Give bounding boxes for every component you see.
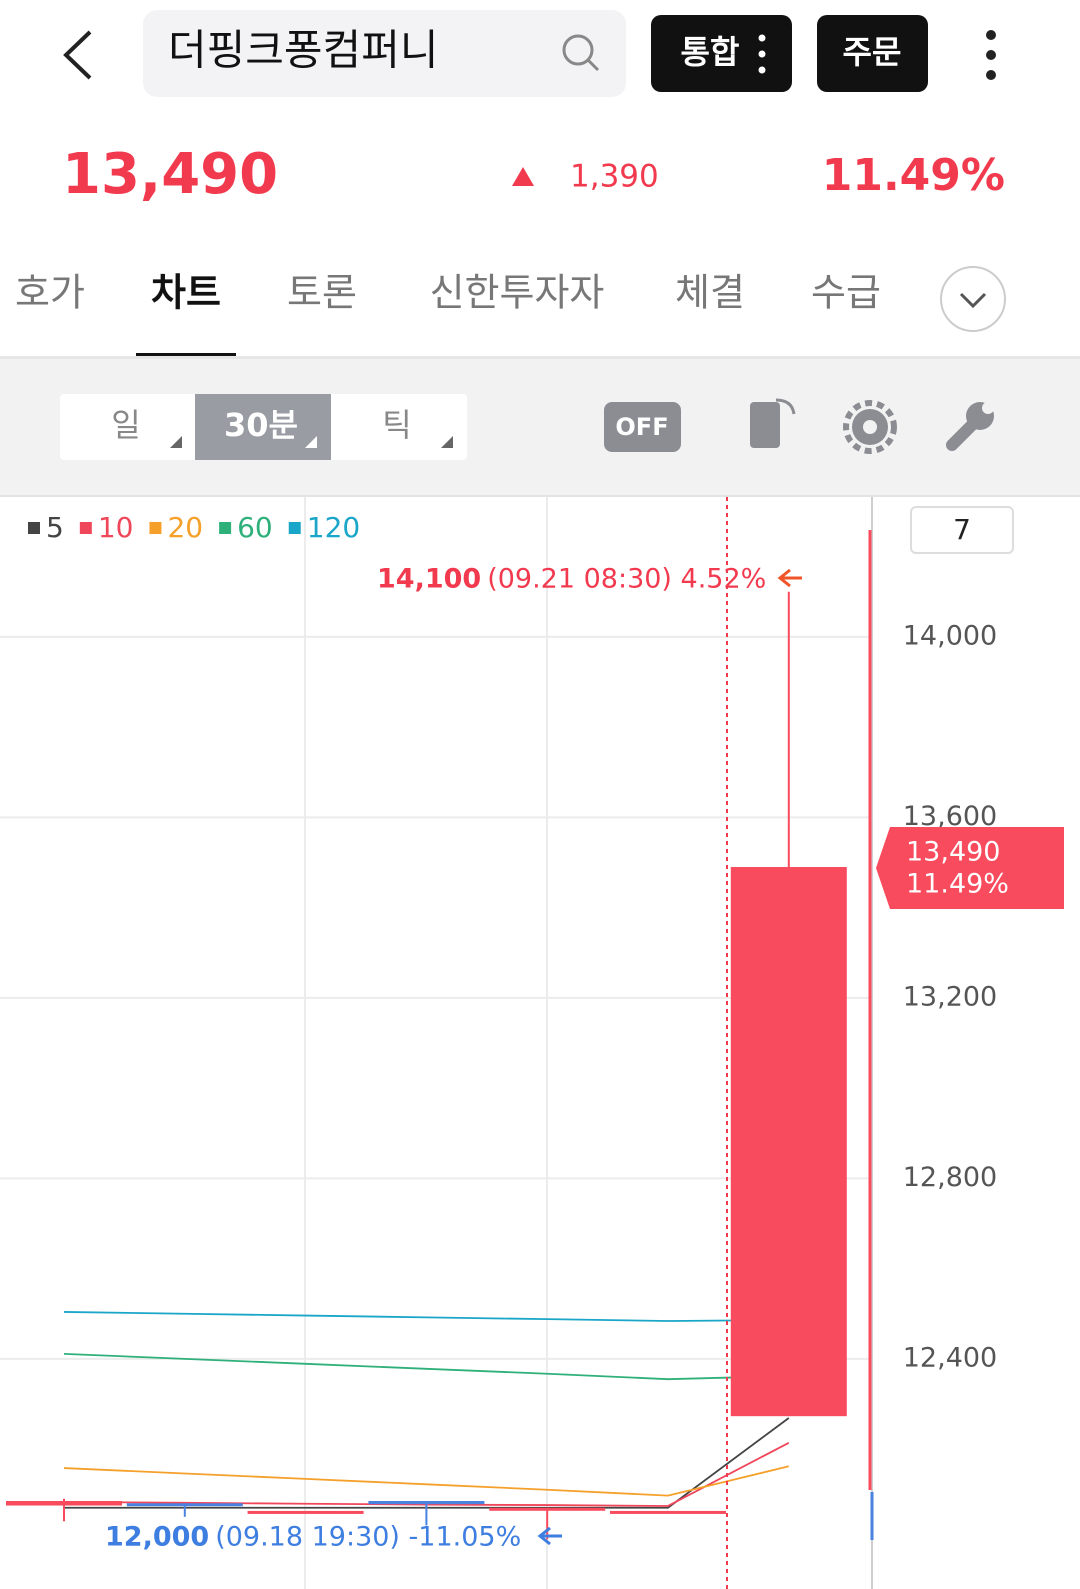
order-button[interactable] <box>817 15 928 92</box>
candle-body <box>730 867 847 1417</box>
y-tick-label: 13,200 <box>903 981 997 1012</box>
legend-label: 120 <box>307 511 360 544</box>
tab-expand[interactable] <box>940 266 1006 332</box>
candle-body <box>6 1501 122 1506</box>
arrow <box>537 1526 562 1546</box>
tab[interactable]: 토론 <box>287 271 357 315</box>
button-label: 주문 <box>843 33 902 71</box>
tab[interactable]: 호가 <box>15 271 85 315</box>
tab[interactable]: 신한투자자 <box>430 271 605 315</box>
icon <box>758 66 766 74</box>
search-icon <box>562 34 594 66</box>
search-icon <box>586 58 600 72</box>
tab[interactable]: 차트 <box>151 271 221 315</box>
price-tag-rate: 11.49% <box>906 869 1009 900</box>
moving-average <box>63 1442 790 1507</box>
y-tick-label: 14,000 <box>903 620 997 651</box>
candle-body <box>126 1503 243 1507</box>
count: 7 <box>953 513 971 546</box>
back-button[interactable] <box>63 30 92 80</box>
tab[interactable]: 수급 <box>811 271 881 315</box>
arrow <box>777 568 802 588</box>
price-tag-value: 13,490 <box>906 837 1000 868</box>
tab[interactable]: 체결 <box>675 271 745 315</box>
moving-average <box>63 1465 790 1497</box>
icon <box>758 50 766 58</box>
divider <box>0 495 1080 497</box>
dropdown-icon <box>305 436 317 448</box>
period[interactable]: 30분 <box>224 406 298 444</box>
rotate-icon[interactable] <box>750 398 796 448</box>
legend-swatch <box>28 522 40 534</box>
moving-average <box>63 1311 789 1322</box>
candle-body <box>489 1507 606 1511</box>
rate: 11.49% <box>822 150 1005 201</box>
candle-body <box>247 1510 364 1514</box>
moving-average <box>63 1353 789 1381</box>
period[interactable]: 틱 <box>382 406 411 444</box>
high-price: 14,100 <box>377 564 481 595</box>
legend-swatch <box>149 522 162 534</box>
icon <box>758 34 766 42</box>
period-active <box>195 394 331 460</box>
low-detail: (09.18 19:30) -11.05% <box>215 1522 521 1553</box>
integrated-button[interactable] <box>651 15 792 92</box>
toggle[interactable] <box>604 402 681 452</box>
price-tag <box>876 827 1064 910</box>
legend-swatch <box>288 522 301 534</box>
legend-swatch <box>79 522 92 534</box>
up-icon <box>512 167 534 186</box>
low-price: 12,000 <box>105 1522 209 1553</box>
more-button[interactable] <box>986 30 996 80</box>
high-detail: (09.21 08:30) 4.52% <box>487 564 766 595</box>
price: 13,490 <box>62 142 278 207</box>
settings-icon[interactable] <box>843 400 897 454</box>
button-label: 통합 <box>681 33 740 71</box>
toggle-label: OFF <box>615 413 668 441</box>
y-tick-label: 12,800 <box>903 1162 997 1193</box>
legend-label: 10 <box>98 511 134 544</box>
dropdown-icon <box>170 436 182 448</box>
divider <box>0 356 1080 359</box>
legend-swatch <box>219 522 232 534</box>
y-tick-label: 12,400 <box>903 1342 997 1373</box>
candle-body <box>368 1501 485 1505</box>
legend-label: 60 <box>237 511 273 544</box>
stock-title: 더핑크퐁컴퍼니 <box>168 26 438 75</box>
icon <box>959 292 987 309</box>
count-box[interactable] <box>910 506 1014 554</box>
legend-label: 20 <box>167 511 203 544</box>
search-box[interactable] <box>143 10 626 97</box>
moving-average <box>64 1417 790 1509</box>
candle-body <box>610 1510 726 1514</box>
period[interactable]: 일 <box>111 406 140 444</box>
legend-label: 5 <box>46 511 64 544</box>
tool-icon[interactable] <box>946 402 994 451</box>
tab-indicator <box>136 353 236 358</box>
dropdown-icon <box>441 436 453 448</box>
change: 1,390 <box>570 159 659 195</box>
y-tick-label: 13,600 <box>903 801 997 832</box>
